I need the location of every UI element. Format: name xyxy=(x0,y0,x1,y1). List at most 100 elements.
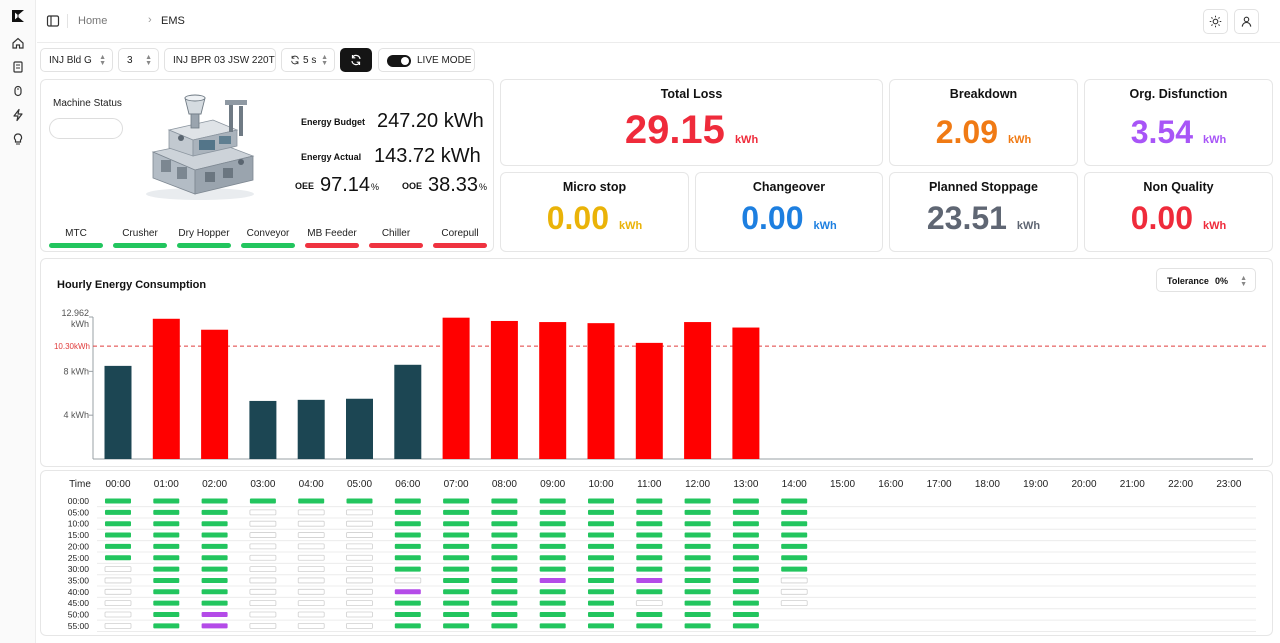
timeline-cell[interactable] xyxy=(636,509,663,515)
timeline-cell[interactable] xyxy=(780,577,808,584)
energy-icon[interactable] xyxy=(11,108,25,122)
timeline-cell[interactable] xyxy=(394,532,421,538)
timeline-cell[interactable] xyxy=(346,622,373,629)
user-menu-button[interactable] xyxy=(1234,9,1259,34)
timeline-cell[interactable] xyxy=(346,554,373,561)
timeline-cell[interactable] xyxy=(636,566,663,572)
timeline-cell[interactable] xyxy=(443,577,470,583)
timeline-cell[interactable] xyxy=(346,520,373,527)
timeline-cell[interactable] xyxy=(104,566,132,572)
timeline-cell[interactable] xyxy=(249,622,277,629)
timeline-cell[interactable] xyxy=(636,589,663,595)
timeline-cell[interactable] xyxy=(781,509,808,515)
theme-toggle-button[interactable] xyxy=(1203,9,1228,34)
timeline-cell[interactable] xyxy=(588,623,614,629)
timeline-cell[interactable] xyxy=(491,555,518,561)
timeline-cell[interactable] xyxy=(539,566,566,572)
timeline-cell[interactable] xyxy=(201,543,228,549)
timeline-cell[interactable] xyxy=(153,589,180,595)
timeline-cell[interactable] xyxy=(491,498,518,504)
machine-select[interactable]: INJ BPR 03 JSW 220T xyxy=(164,48,276,72)
timeline-cell[interactable] xyxy=(201,509,228,515)
timeline-cell[interactable] xyxy=(201,612,228,617)
timeline-cell[interactable] xyxy=(443,509,470,515)
timeline-cell[interactable] xyxy=(684,577,711,583)
timeline-cell[interactable] xyxy=(249,532,277,538)
timeline-cell[interactable] xyxy=(443,589,470,595)
timeline-cell[interactable] xyxy=(491,532,518,538)
timeline-cell[interactable] xyxy=(105,555,131,561)
timeline-cell[interactable] xyxy=(394,555,421,561)
timeline-cell[interactable] xyxy=(539,612,566,617)
timeline-cell[interactable] xyxy=(539,532,566,538)
timeline-cell[interactable] xyxy=(201,521,228,527)
timeline-cell[interactable] xyxy=(394,589,421,595)
timeline-cell[interactable] xyxy=(732,566,759,572)
timeline-cell[interactable] xyxy=(781,566,808,572)
timeline-cell[interactable] xyxy=(153,600,180,606)
timeline-cell[interactable] xyxy=(249,577,277,584)
timeline-cell[interactable] xyxy=(201,600,228,606)
component-status-corepull[interactable]: Corepull xyxy=(433,228,487,248)
timeline-cell[interactable] xyxy=(732,509,759,515)
timeline-cell[interactable] xyxy=(539,498,566,504)
timeline-cell[interactable] xyxy=(732,612,759,617)
timeline-cell[interactable] xyxy=(491,577,518,583)
timeline-cell[interactable] xyxy=(394,623,421,629)
timeline-cell[interactable] xyxy=(588,600,614,606)
timeline-cell[interactable] xyxy=(780,600,808,607)
timeline-cell[interactable] xyxy=(153,509,180,515)
timeline-cell[interactable] xyxy=(588,509,614,515)
timeline-cell[interactable] xyxy=(539,589,566,595)
timeline-cell[interactable] xyxy=(636,612,663,617)
sidebar-toggle-icon[interactable] xyxy=(46,14,60,28)
timeline-cell[interactable] xyxy=(539,577,566,583)
energy-bar-1000[interactable] xyxy=(587,323,615,459)
timeline-cell[interactable] xyxy=(297,554,325,561)
timeline-cell[interactable] xyxy=(443,612,470,617)
report-icon[interactable] xyxy=(11,60,25,74)
timeline-cell[interactable] xyxy=(394,521,421,527)
energy-bar-0400[interactable] xyxy=(297,399,325,459)
timeline-cell[interactable] xyxy=(297,611,325,618)
timeline-cell[interactable] xyxy=(249,498,276,504)
timeline-cell[interactable] xyxy=(588,498,614,504)
timeline-cell[interactable] xyxy=(636,521,663,527)
timeline-cell[interactable] xyxy=(104,622,132,629)
timeline-cell[interactable] xyxy=(201,589,228,595)
line-select[interactable]: 3 ▲ ▼ xyxy=(118,48,159,72)
live-mode-toggle[interactable] xyxy=(387,55,411,67)
timeline-cell[interactable] xyxy=(297,520,325,527)
component-status-conveyor[interactable]: Conveyor xyxy=(241,228,295,248)
timeline-cell[interactable] xyxy=(153,555,180,561)
timeline-cell[interactable] xyxy=(636,532,663,538)
timeline-cell[interactable] xyxy=(105,521,131,527)
timeline-cell[interactable] xyxy=(781,532,808,538)
timeline-cell[interactable] xyxy=(249,509,277,516)
timeline-cell[interactable] xyxy=(297,622,325,629)
timeline-cell[interactable] xyxy=(443,521,470,527)
component-status-chiller[interactable]: Chiller xyxy=(369,228,423,248)
mouse-icon[interactable] xyxy=(11,84,25,98)
timeline-cell[interactable] xyxy=(104,577,132,584)
timeline-cell[interactable] xyxy=(443,600,470,606)
timeline-cell[interactable] xyxy=(539,521,566,527)
timeline-cell[interactable] xyxy=(588,612,614,617)
timeline-cell[interactable] xyxy=(732,623,759,629)
timeline-cell[interactable] xyxy=(539,555,566,561)
energy-bar-1300[interactable] xyxy=(732,327,760,459)
timeline-cell[interactable] xyxy=(684,555,711,561)
timeline-cell[interactable] xyxy=(732,577,759,583)
timeline-cell[interactable] xyxy=(443,566,470,572)
timeline-cell[interactable] xyxy=(297,532,325,538)
energy-bar-0800[interactable] xyxy=(490,320,518,459)
timeline-cell[interactable] xyxy=(153,577,180,583)
timeline-cell[interactable] xyxy=(249,543,277,550)
component-status-crusher[interactable]: Crusher xyxy=(113,228,167,248)
timeline-cell[interactable] xyxy=(732,532,759,538)
timeline-cell[interactable] xyxy=(249,588,277,595)
app-logo-icon[interactable] xyxy=(11,9,25,23)
timeline-cell[interactable] xyxy=(153,521,180,527)
timeline-cell[interactable] xyxy=(491,543,518,549)
timeline-cell[interactable] xyxy=(297,566,325,572)
